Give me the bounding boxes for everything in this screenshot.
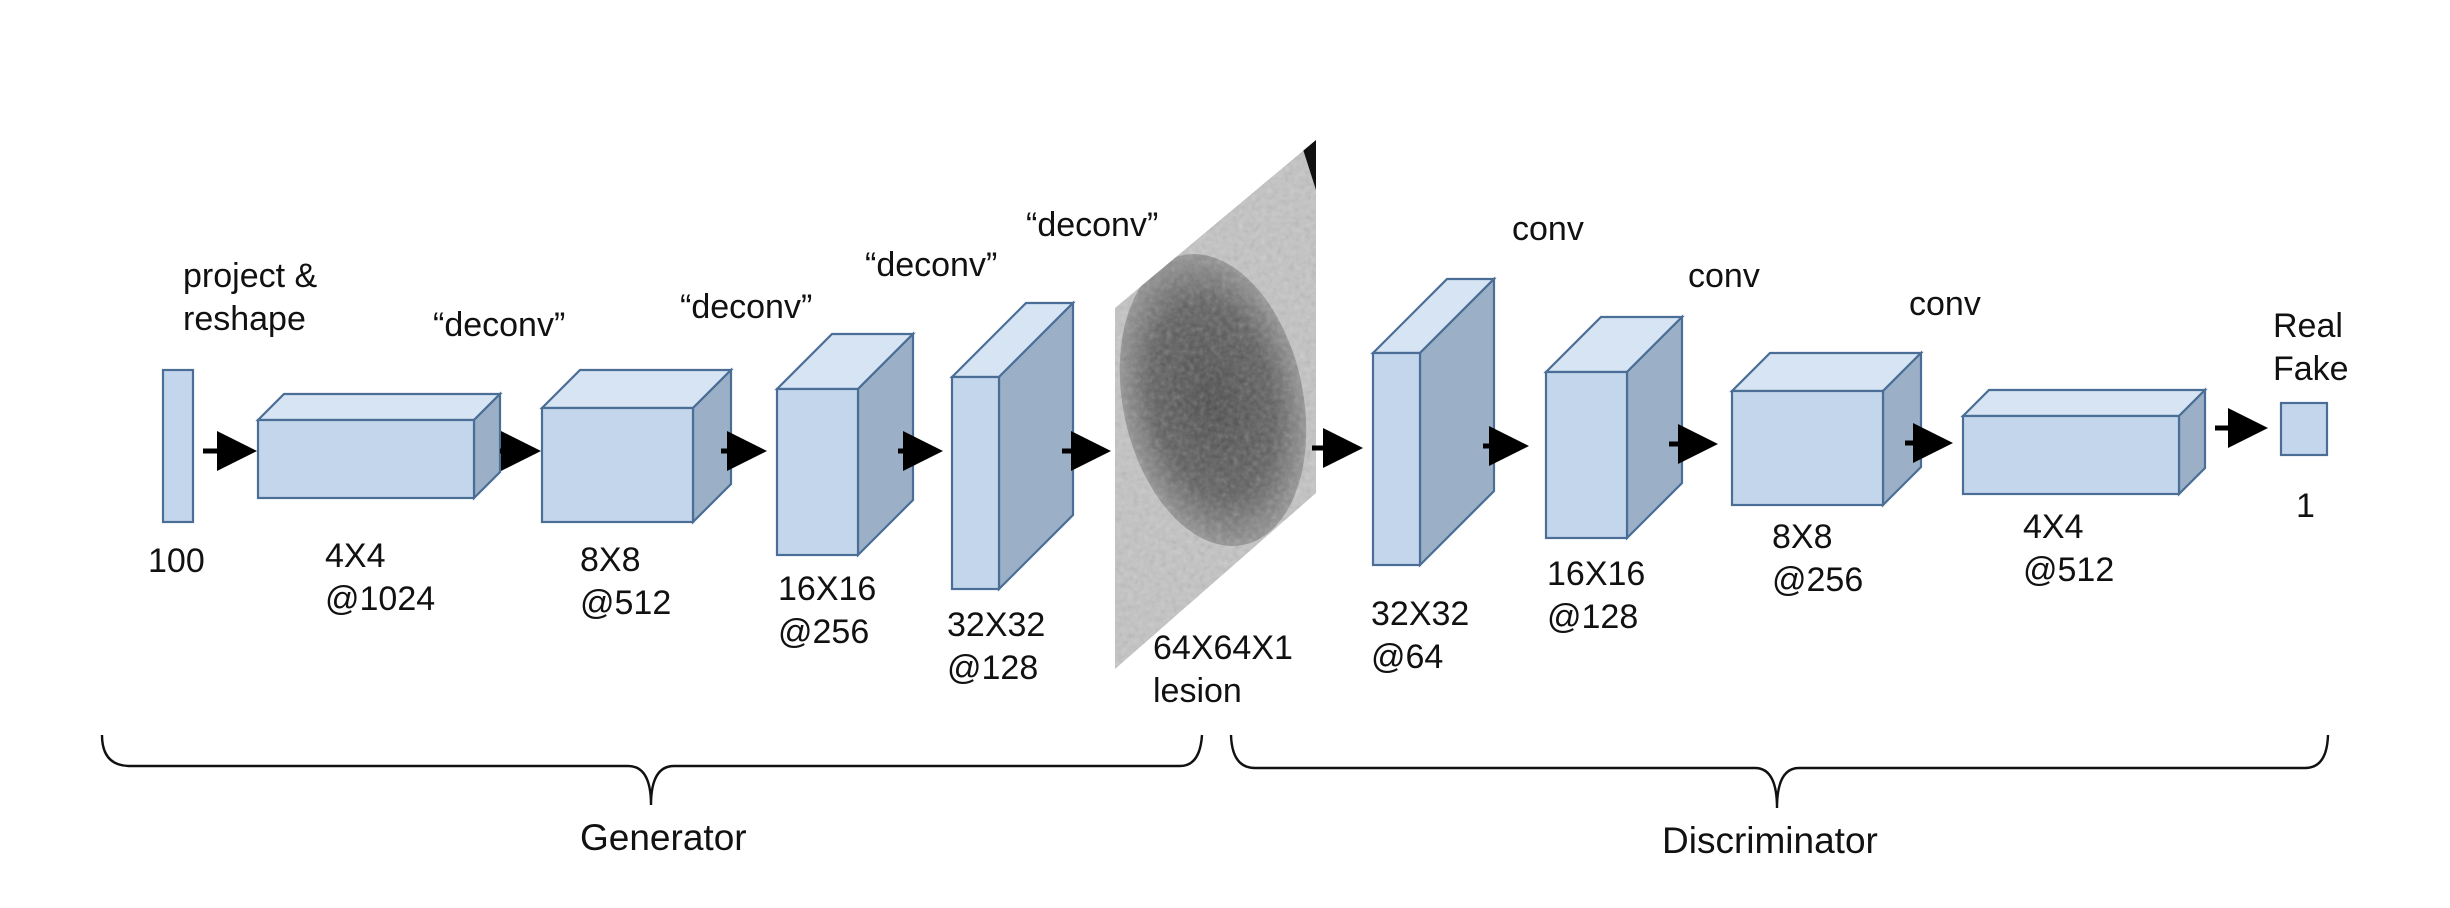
- g1-op-label: “deconv”: [433, 306, 565, 344]
- d2-op-label: conv: [1688, 257, 1760, 295]
- generator-layer-4x4: [255, 391, 503, 501]
- project-reshape-label-line1: project &: [183, 257, 317, 295]
- g1-depth-label: @1024: [325, 580, 435, 618]
- g4-depth-label: @128: [947, 649, 1038, 687]
- d1-dim-label: 32X32: [1371, 595, 1469, 633]
- g4-op-label: “deconv”: [1026, 206, 1158, 244]
- output-image-label-line2: lesion: [1153, 672, 1242, 710]
- output-size-label: 1: [2296, 487, 2315, 525]
- discriminator-output-block: [2279, 401, 2329, 457]
- g4-dim-label: 32X32: [947, 606, 1045, 644]
- d4-depth-label: @512: [2023, 551, 2114, 589]
- generated-lesion-image: [1115, 140, 1316, 669]
- generator-brace: [100, 734, 1204, 806]
- d3-op-label: conv: [1909, 285, 1981, 323]
- generator-label: Generator: [580, 817, 747, 858]
- g3-depth-label: @256: [778, 613, 869, 651]
- input-vector-block: [161, 368, 195, 524]
- output-real-label: Real: [2273, 307, 2343, 345]
- discriminator-brace: [1229, 734, 2330, 809]
- d2-depth-label: @128: [1547, 598, 1638, 636]
- generator-layer-8x8: [539, 367, 734, 525]
- g2-op-label: “deconv”: [680, 288, 812, 326]
- g1-dim-label: 4X4: [325, 537, 386, 575]
- generator-layer-16x16: [774, 331, 916, 558]
- discriminator-label: Discriminator: [1662, 820, 1878, 861]
- project-reshape-label-line2: reshape: [183, 300, 306, 338]
- discriminator-layer-16x16: [1543, 314, 1685, 541]
- g2-depth-label: @512: [580, 584, 671, 622]
- g3-dim-label: 16X16: [778, 570, 876, 608]
- d3-dim-label: 8X8: [1772, 518, 1833, 556]
- discriminator-layer-8x8: [1729, 350, 1924, 508]
- output-fake-label: Fake: [2273, 350, 2349, 388]
- d3-depth-label: @256: [1772, 561, 1863, 599]
- discriminator-layer-4x4: [1960, 387, 2208, 497]
- g2-dim-label: 8X8: [580, 541, 641, 579]
- generator-layer-32x32: [949, 300, 1076, 592]
- input-size-label: 100: [148, 542, 205, 580]
- d1-op-label: conv: [1512, 210, 1584, 248]
- d4-dim-label: 4X4: [2023, 508, 2084, 546]
- d1-depth-label: @64: [1371, 638, 1443, 676]
- d2-dim-label: 16X16: [1547, 555, 1645, 593]
- discriminator-layer-32x32: [1370, 276, 1497, 568]
- g3-op-label: “deconv”: [865, 246, 997, 284]
- output-image-label-line1: 64X64X1: [1153, 629, 1293, 667]
